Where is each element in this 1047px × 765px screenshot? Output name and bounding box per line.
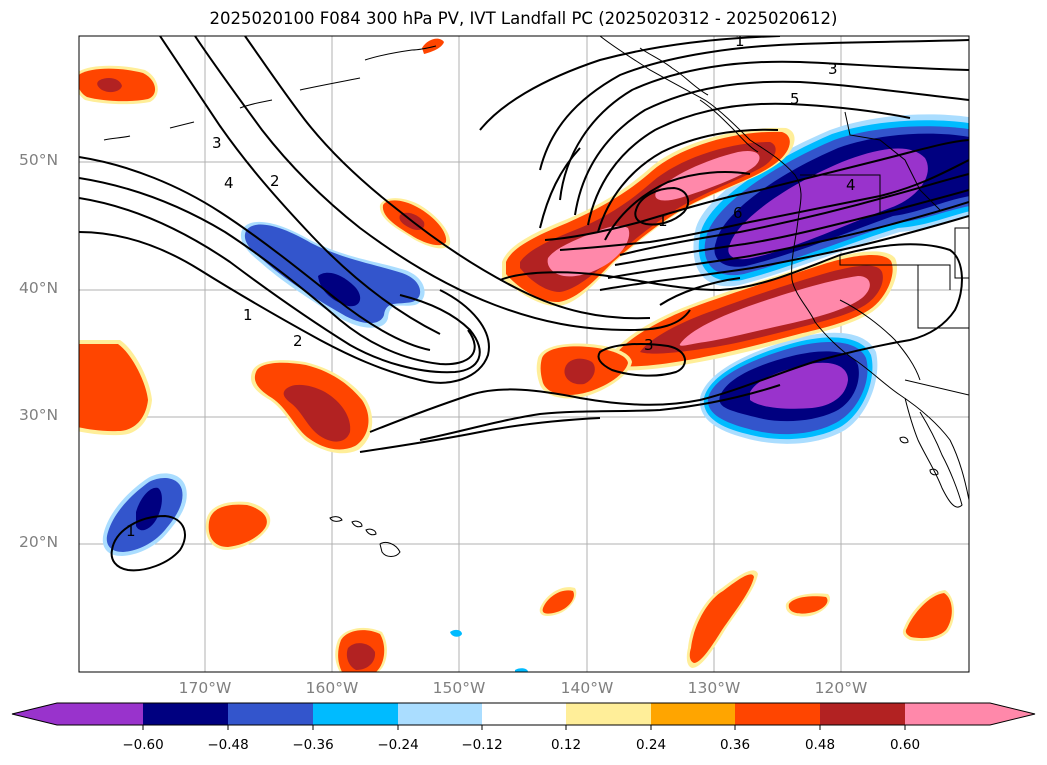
- positive-anomaly-far-west: [79, 340, 152, 436]
- colorbar-tick: 0.48: [804, 737, 836, 753]
- contour-label: 1: [658, 212, 668, 230]
- positive-anomaly-northwest-corner: [79, 65, 158, 105]
- contour-label: 3: [828, 60, 838, 78]
- negative-anomaly-subtropical-west: [102, 473, 187, 556]
- colorbar-tick: −0.48: [207, 737, 249, 753]
- contour-label: 4: [224, 174, 234, 192]
- lat-label-20n: 20°N: [19, 533, 59, 551]
- negative-anomaly-central-pacific: [240, 221, 425, 328]
- lat-label-30n: 30°N: [19, 406, 59, 424]
- colorbar-extend-low: [12, 703, 57, 725]
- lon-label-130w: 130°W: [687, 679, 741, 697]
- lon-label-160w: 160°W: [305, 679, 359, 697]
- small-negative-speck-2: [515, 668, 528, 672]
- positive-anomaly-tropical-specks: [335, 570, 955, 672]
- positive-anomaly-north-of-hawaii: [250, 360, 373, 454]
- contour-label: 1: [126, 522, 136, 540]
- positive-anomaly-subtropical: [205, 501, 271, 550]
- colorbar-tick: 0.60: [889, 737, 921, 753]
- colorbar-tick: 0.24: [635, 737, 667, 753]
- positive-anomaly-california-band: [608, 251, 898, 371]
- negative-anomaly-california: [699, 332, 878, 444]
- lat-label-50n: 50°N: [19, 151, 59, 169]
- contours: [79, 36, 969, 572]
- lat-label-40n: 40°N: [19, 279, 59, 297]
- colorbar: [11, 702, 1036, 730]
- contour-label: 3: [212, 134, 222, 152]
- colorbar-tick: −0.12: [461, 737, 503, 753]
- contour-label: 4: [846, 176, 856, 194]
- map-frame: [78, 35, 970, 673]
- map-title: 2025020100 F084 300 hPa PV, IVT Landfall…: [209, 9, 838, 28]
- lon-label-170w: 170°W: [178, 679, 232, 697]
- contour-label: 5: [790, 90, 800, 108]
- colorbar-tick: 0.36: [719, 737, 751, 753]
- lon-label-120w: 120°W: [814, 679, 868, 697]
- colorbar-tick: 0.12: [550, 737, 582, 753]
- positive-anomaly-mid-pacific: [536, 343, 632, 399]
- contour-label: 6: [733, 204, 743, 222]
- lon-label-140w: 140°W: [560, 679, 614, 697]
- colorbar-tick: −0.60: [122, 737, 164, 753]
- contour-label: 2: [270, 172, 280, 190]
- small-negative-speck: [450, 629, 462, 637]
- contour-label: 1: [735, 32, 745, 50]
- contour-label: 1: [243, 306, 253, 324]
- colorbar-tick: −0.36: [292, 737, 334, 753]
- colorbar-extend-high: [990, 703, 1035, 725]
- lon-label-150w: 150°W: [432, 679, 486, 697]
- coastlines: [103, 36, 969, 557]
- colorbar-tick: −0.24: [377, 737, 419, 753]
- contour-label: 3: [644, 336, 654, 354]
- contour-labels: 1 3 5 3 2 4 1 6 4 1 2 3 1: [126, 32, 856, 540]
- contour-label: 2: [293, 332, 303, 350]
